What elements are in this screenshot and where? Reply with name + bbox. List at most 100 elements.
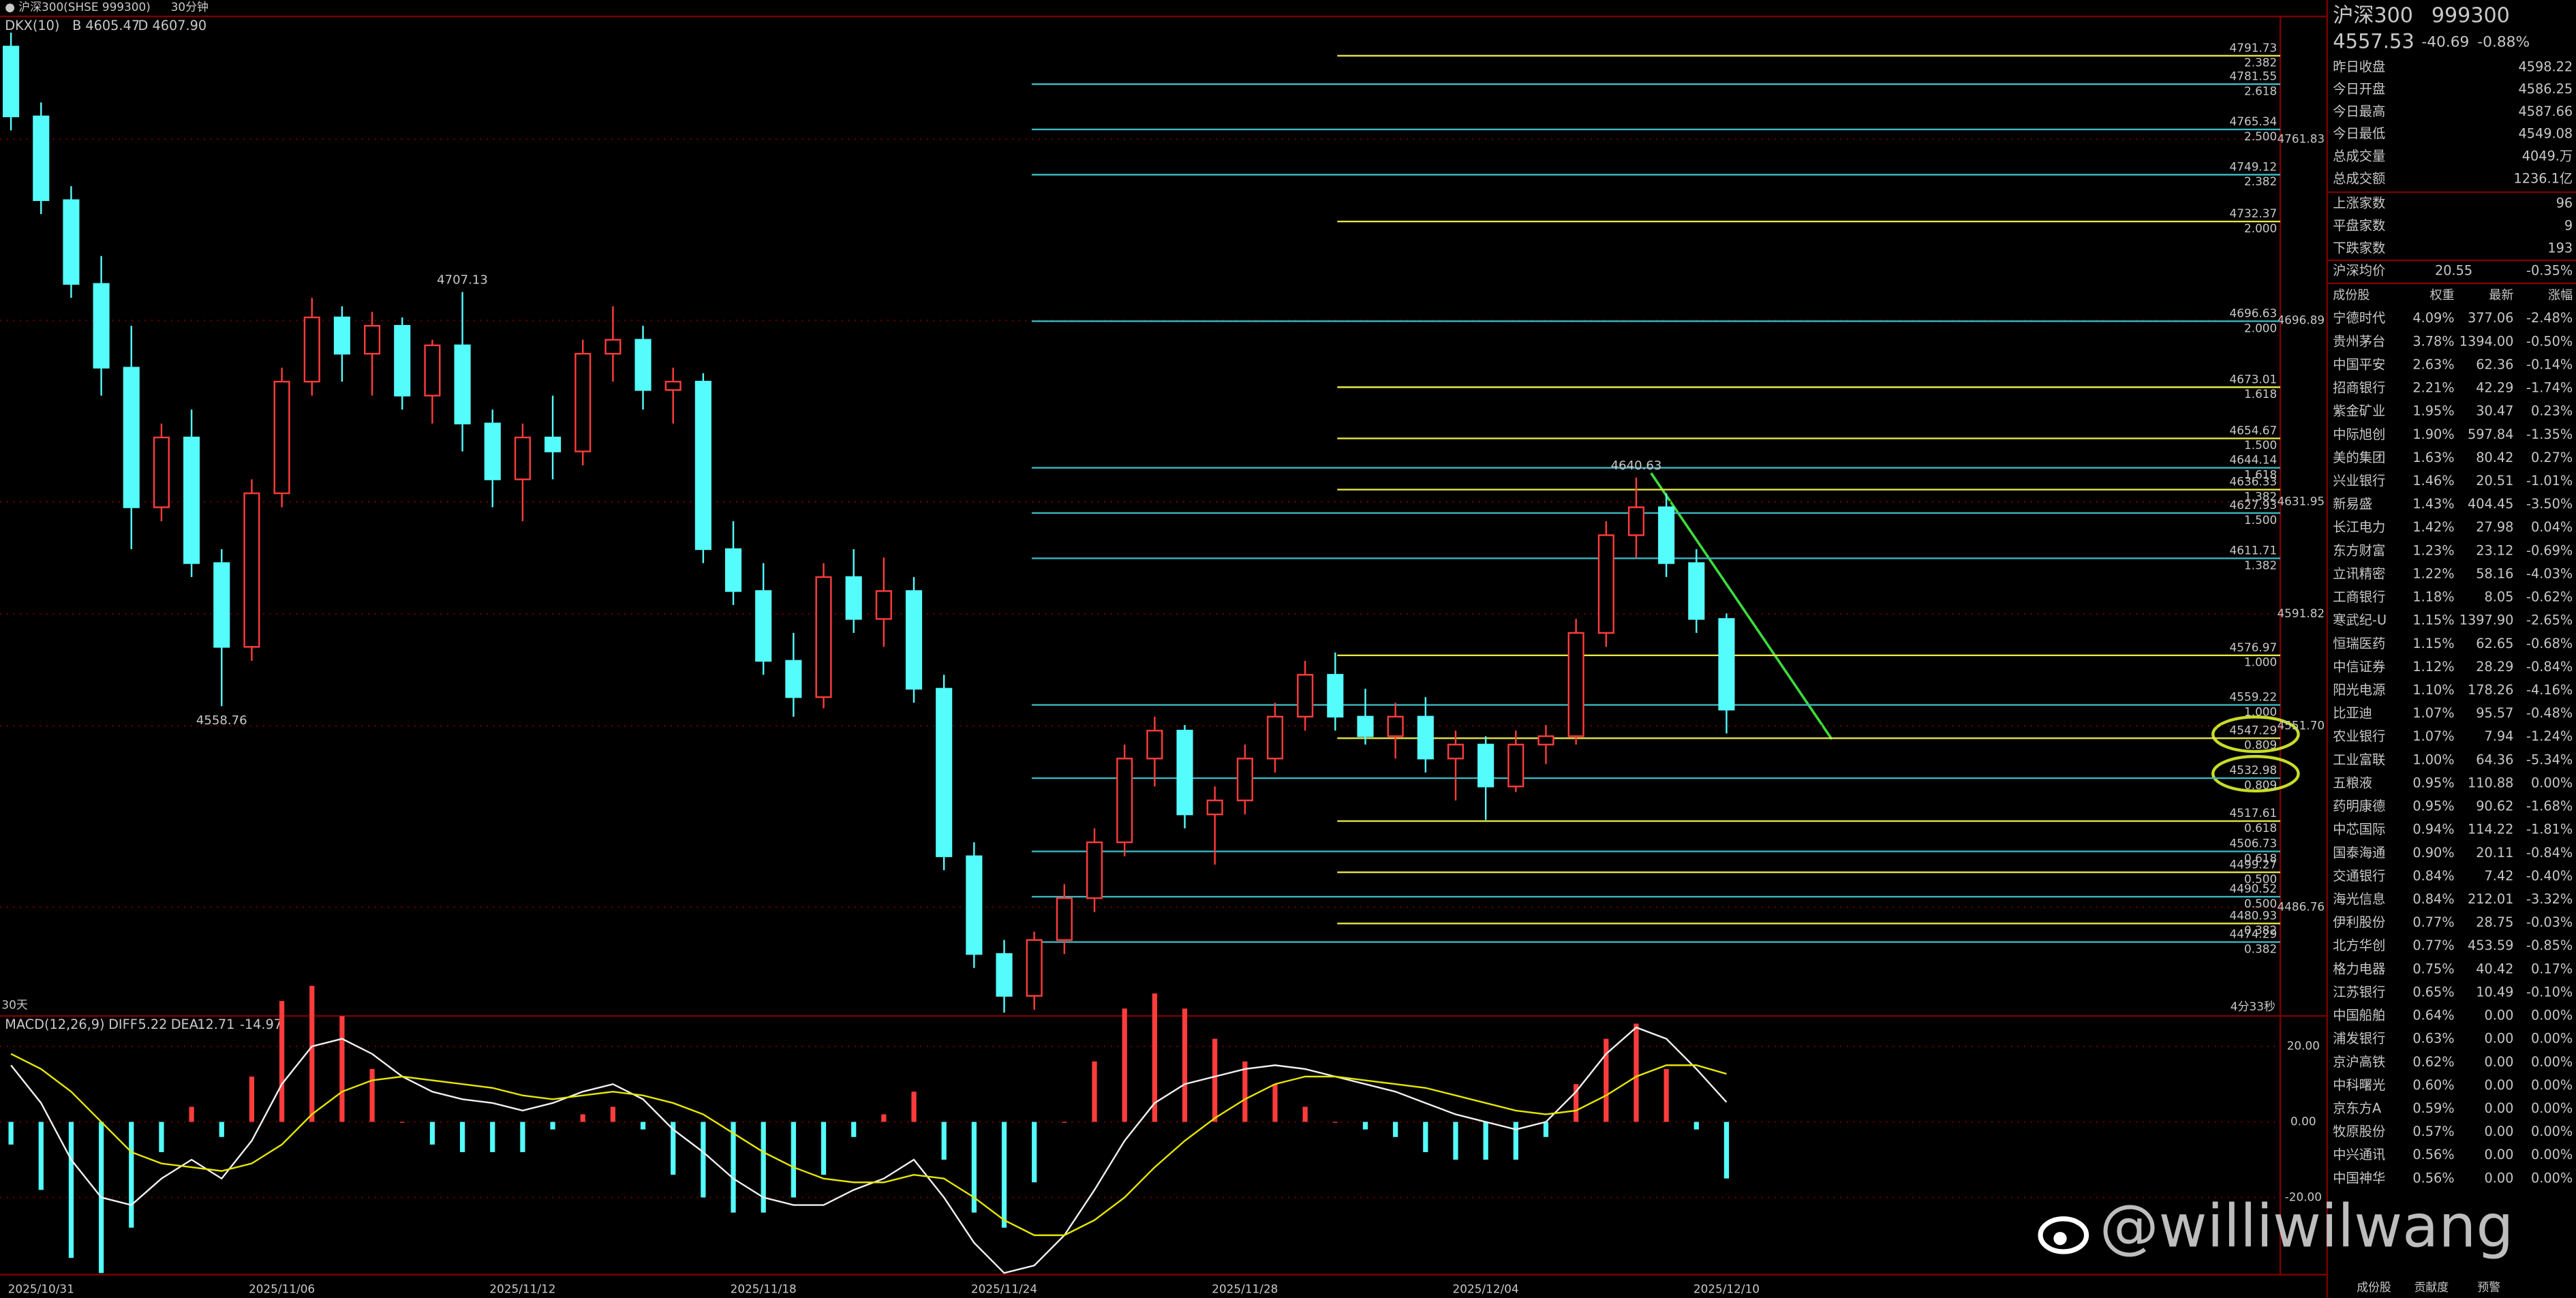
stock-name[interactable]: 中际旭创 xyxy=(2333,427,2385,442)
stock-name[interactable]: 中国船舶 xyxy=(2333,1008,2385,1023)
macd-bar xyxy=(309,985,315,1122)
quote-change-pct: -0.88% xyxy=(2477,34,2530,51)
stock-name[interactable]: 寒武纪-U xyxy=(2333,613,2387,628)
stock-cell: 1.95% xyxy=(2412,403,2454,419)
stock-name[interactable]: 国泰海通 xyxy=(2333,845,2385,861)
macd-bar xyxy=(1634,1023,1639,1122)
stock-name[interactable]: 伊利股份 xyxy=(2333,914,2385,930)
stock-name[interactable]: 京沪高铁 xyxy=(2333,1054,2385,1070)
stock-name[interactable]: 中国神华 xyxy=(2333,1170,2385,1186)
stat-label: 平盘家数 xyxy=(2333,217,2385,233)
stock-cell: 1.22% xyxy=(2412,566,2454,581)
macd-bar xyxy=(1543,1122,1549,1137)
tab[interactable]: 预警 xyxy=(2477,1280,2500,1294)
stat-value: 4587.66 xyxy=(2519,104,2573,119)
stock-name[interactable]: 招商银行 xyxy=(2333,380,2385,396)
stock-name[interactable]: 中信证券 xyxy=(2333,659,2385,675)
stock-name[interactable]: 江苏银行 xyxy=(2333,984,2385,1000)
candle-body xyxy=(364,324,381,355)
candle-body xyxy=(1688,562,1705,620)
stock-name[interactable]: 兴业银行 xyxy=(2333,473,2385,489)
candle-body xyxy=(1146,730,1163,760)
stock-name[interactable]: 农业银行 xyxy=(2333,728,2385,744)
stock-cell: -1.74% xyxy=(2526,380,2573,396)
stock-cell: 1.15% xyxy=(2412,636,2454,651)
stock-name[interactable]: 中科曙光 xyxy=(2333,1077,2385,1093)
stock-name[interactable]: 中兴通讯 xyxy=(2333,1147,2385,1162)
stock-name[interactable]: 新易盛 xyxy=(2333,496,2372,512)
macd-bar xyxy=(1723,1122,1730,1179)
stock-name[interactable]: 中芯国际 xyxy=(2333,822,2385,837)
stock-name[interactable]: 浦发银行 xyxy=(2333,1031,2385,1047)
fib-ratio: 0.809 xyxy=(2244,778,2277,792)
stat-value: 4598.22 xyxy=(2519,59,2573,74)
fib-value: 4611.71 xyxy=(2230,544,2278,557)
stock-name[interactable]: 牧原股份 xyxy=(2333,1124,2385,1139)
stock-name[interactable]: 海光信息 xyxy=(2333,891,2385,907)
stock-cell: 7.42 xyxy=(2484,868,2513,884)
stock-cell: 0.00 xyxy=(2484,1031,2513,1047)
fib-ratio: 0.618 xyxy=(2244,821,2277,835)
candle-body xyxy=(996,953,1013,997)
stock-name[interactable]: 北方华创 xyxy=(2333,938,2385,953)
candle-body xyxy=(1116,758,1133,844)
stock-cell: -0.03% xyxy=(2526,914,2573,930)
stock-cell: 0.56% xyxy=(2412,1170,2454,1186)
stock-name[interactable]: 五粮液 xyxy=(2333,775,2372,790)
quote-code: 999300 xyxy=(2432,4,2510,28)
watermark-logo xyxy=(2038,1216,2089,1254)
column-header: 成份股 xyxy=(2333,288,2370,303)
stock-name[interactable]: 工业富联 xyxy=(2333,752,2385,767)
period[interactable]: 30分钟 xyxy=(171,0,209,14)
y-tick-label: -20.00 xyxy=(2285,1190,2322,1203)
stock-cell: 58.16 xyxy=(2476,566,2513,581)
stock-name[interactable]: 长江电力 xyxy=(2333,519,2385,535)
stock-cell: 0.56% xyxy=(2412,1147,2454,1162)
indicator-name[interactable]: DKX(10) xyxy=(5,18,59,33)
stock-cell: -1.81% xyxy=(2526,822,2573,837)
stock-cell: 40.42 xyxy=(2476,961,2513,976)
tab[interactable]: 贡献度 xyxy=(2414,1280,2449,1294)
stat-value: 1236.1亿 xyxy=(2513,170,2573,186)
stock-name[interactable]: 东方财富 xyxy=(2333,542,2385,558)
stock-name[interactable]: 药明康德 xyxy=(2333,799,2385,814)
stock-cell: 0.00 xyxy=(2484,1124,2513,1139)
stock-name[interactable]: 恒瑞医药 xyxy=(2333,636,2385,651)
stock-cell: 62.65 xyxy=(2476,636,2513,651)
stock-cell: -4.03% xyxy=(2526,566,2573,581)
candle-body xyxy=(905,590,923,690)
stock-cell: 1.63% xyxy=(2412,450,2454,465)
stock-name[interactable]: 交通银行 xyxy=(2333,868,2385,884)
stock-cell: 23.12 xyxy=(2476,542,2513,558)
stock-cell: -0.62% xyxy=(2526,589,2573,605)
stock-cell: 178.26 xyxy=(2468,682,2513,698)
stock-name[interactable]: 宁德时代 xyxy=(2333,310,2385,326)
stock-name[interactable]: 美的集团 xyxy=(2333,450,2385,465)
tab[interactable]: 成份股 xyxy=(2357,1280,2391,1294)
stock-name[interactable]: 比亚迪 xyxy=(2333,705,2372,721)
fib-value: 4490.52 xyxy=(2230,882,2278,895)
stock-name[interactable]: 格力电器 xyxy=(2333,961,2385,976)
x-tick-label: 2025/11/18 xyxy=(731,1282,797,1295)
stock-name[interactable]: 中国平安 xyxy=(2333,356,2385,372)
stat-label: 今日最高 xyxy=(2333,104,2385,119)
stock-cell: -3.32% xyxy=(2526,891,2573,907)
stock-name[interactable]: 阳光电源 xyxy=(2333,682,2385,698)
macd-line xyxy=(10,1053,1727,1237)
stock-cell: 0.00% xyxy=(2531,1054,2573,1070)
stock-name[interactable]: 京东方A xyxy=(2333,1100,2382,1116)
y-tick-label: 0.00 xyxy=(2290,1115,2316,1128)
fib-value: 4696.63 xyxy=(2230,307,2278,320)
fib-value: 4547.29 xyxy=(2230,724,2278,737)
stock-name[interactable]: 工商银行 xyxy=(2333,589,2385,605)
macd-bar xyxy=(1362,1122,1368,1130)
fib-value: 4576.97 xyxy=(2230,640,2278,654)
stock-cell: 0.00 xyxy=(2484,1170,2513,1186)
stock-name[interactable]: 贵州茅台 xyxy=(2333,333,2385,349)
stock-cell: -0.68% xyxy=(2526,636,2573,651)
stock-name[interactable]: 紫金矿业 xyxy=(2333,403,2385,419)
x-tick-label: 2025/11/28 xyxy=(1212,1282,1278,1295)
candle-body xyxy=(33,115,50,201)
x-tick-label: 2025/11/24 xyxy=(971,1282,1037,1295)
stock-name[interactable]: 立讯精密 xyxy=(2333,566,2385,581)
